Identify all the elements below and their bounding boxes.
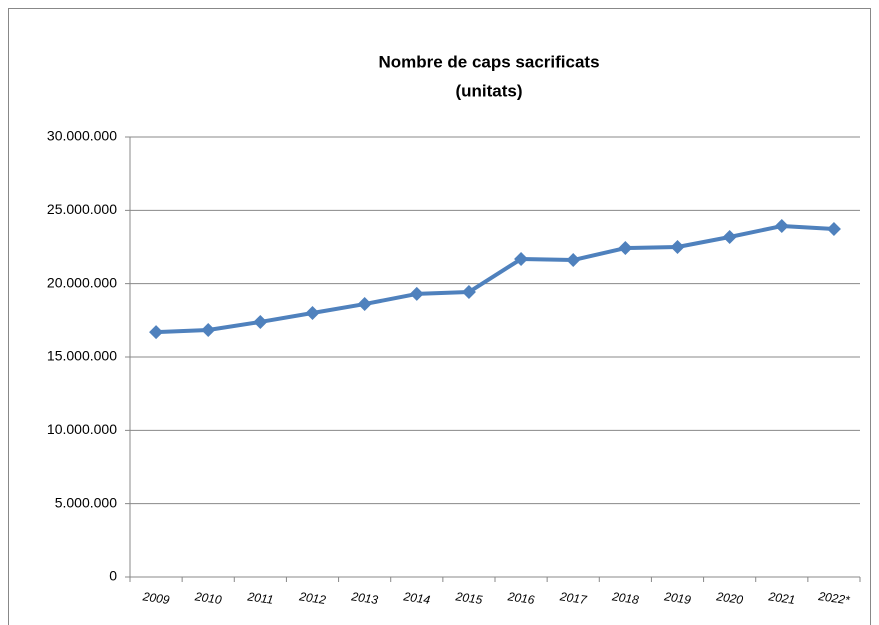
x-tick-label: 2016 [506, 589, 536, 607]
data-line [155, 224, 835, 335]
y-tick-label: 10.000.000 [47, 421, 117, 437]
x-tick-label: 2013 [350, 589, 380, 607]
data-marker [201, 323, 216, 338]
x-tick-label: 2019 [662, 589, 692, 607]
data-marker [774, 219, 789, 234]
data-marker [670, 240, 685, 254]
chart-frame [8, 8, 871, 625]
chart-title: Nombre de caps sacrificats [378, 52, 599, 71]
x-tick-label: 2012 [297, 589, 327, 607]
y-tick-label: 15.000.000 [47, 348, 117, 364]
x-tick-label: 2018 [610, 589, 640, 607]
x-tick-label: 2009 [141, 589, 171, 607]
data-marker [826, 221, 841, 236]
data-marker [461, 285, 476, 300]
x-tick-label: 2014 [402, 589, 432, 607]
y-tick-label: 20.000.000 [47, 274, 117, 290]
x-tick-label: 2011 [246, 589, 274, 607]
x-tick-label: 2015 [454, 589, 484, 607]
y-tick-label: 5.000.000 [55, 494, 117, 510]
y-tick-label: 30.000.000 [47, 128, 117, 144]
y-tick-label: 25.000.000 [47, 201, 117, 217]
data-marker [253, 314, 268, 329]
x-tick-label: 2021 [767, 589, 796, 607]
chart-subtitle: (unitats) [455, 81, 522, 100]
data-marker [722, 230, 737, 245]
x-tick-label: 2010 [193, 589, 223, 607]
x-tick-label: 2022* [817, 589, 851, 607]
data-marker [357, 297, 372, 312]
data-marker [305, 306, 320, 320]
x-tick-label: 2017 [558, 589, 589, 607]
data-marker [149, 325, 164, 340]
data-marker [514, 252, 529, 267]
data-marker [618, 241, 633, 256]
y-tick-label: 0 [109, 568, 117, 584]
data-marker [409, 286, 424, 301]
data-marker [566, 253, 581, 268]
x-tick-label: 2020 [715, 589, 745, 607]
